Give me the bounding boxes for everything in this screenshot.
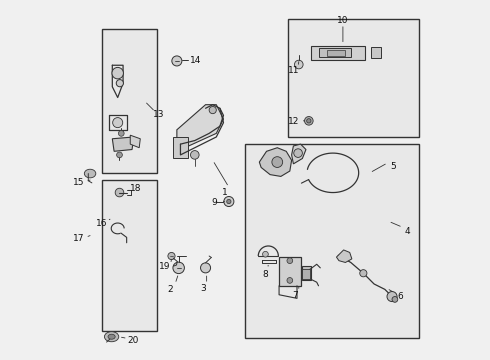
Polygon shape [292, 144, 306, 164]
Bar [101, 180, 157, 330]
Polygon shape [130, 135, 140, 148]
Bar [288, 19, 419, 137]
Text: 15: 15 [73, 178, 84, 187]
Bar [101, 30, 157, 173]
Circle shape [227, 199, 231, 204]
Text: 8: 8 [262, 270, 268, 279]
Circle shape [287, 258, 293, 264]
Text: 1: 1 [222, 188, 228, 197]
Circle shape [294, 60, 303, 69]
Circle shape [191, 150, 199, 159]
Circle shape [287, 278, 293, 283]
Text: 20: 20 [127, 336, 139, 345]
Bar [302, 269, 310, 279]
Polygon shape [177, 105, 223, 151]
Bar [318, 48, 351, 57]
Text: 4: 4 [405, 228, 410, 237]
Circle shape [307, 119, 311, 123]
Bar [279, 257, 300, 286]
Circle shape [113, 118, 122, 128]
Text: 16: 16 [96, 219, 107, 228]
Bar [245, 144, 419, 338]
Text: 3: 3 [200, 284, 206, 293]
Text: 7: 7 [293, 291, 298, 300]
Text: 14: 14 [190, 56, 201, 65]
Text: 10: 10 [337, 15, 349, 24]
Ellipse shape [108, 334, 115, 339]
Text: 11: 11 [289, 67, 300, 76]
Circle shape [224, 197, 234, 207]
Polygon shape [259, 148, 292, 176]
Bar [173, 137, 188, 158]
Polygon shape [112, 137, 134, 151]
Circle shape [173, 262, 184, 274]
Bar [370, 47, 381, 58]
Bar [327, 50, 345, 55]
Circle shape [263, 251, 269, 257]
Circle shape [360, 270, 367, 277]
Circle shape [115, 188, 124, 197]
Circle shape [209, 107, 216, 114]
Text: 17: 17 [73, 234, 84, 243]
Circle shape [172, 56, 182, 66]
Circle shape [304, 117, 313, 125]
Circle shape [387, 292, 397, 302]
Ellipse shape [104, 332, 119, 342]
Circle shape [200, 263, 211, 273]
Circle shape [168, 252, 175, 260]
Text: 9: 9 [211, 198, 217, 207]
Text: 2: 2 [168, 284, 173, 293]
Text: 18: 18 [130, 184, 142, 193]
Ellipse shape [84, 169, 96, 178]
Circle shape [392, 297, 398, 302]
Bar [311, 45, 365, 60]
Circle shape [272, 157, 283, 167]
Circle shape [294, 149, 302, 157]
Circle shape [116, 80, 123, 87]
Text: 13: 13 [153, 110, 165, 119]
Bar [302, 266, 311, 280]
Circle shape [117, 152, 122, 158]
Text: 6: 6 [398, 292, 403, 301]
Text: 19: 19 [159, 262, 171, 271]
Circle shape [112, 67, 123, 79]
Text: 5: 5 [391, 162, 396, 171]
Text: 12: 12 [289, 117, 300, 126]
Polygon shape [337, 250, 352, 262]
Circle shape [119, 131, 124, 136]
